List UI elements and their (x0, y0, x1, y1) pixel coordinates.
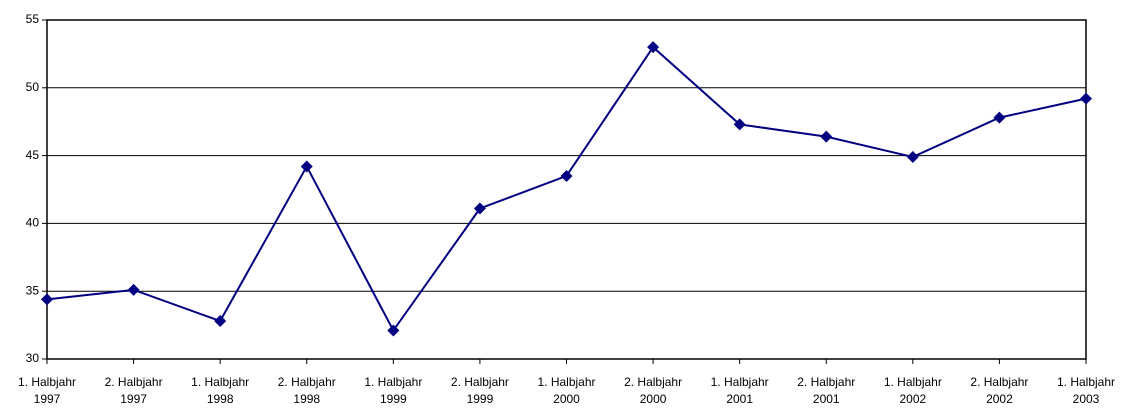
data-point (300, 160, 313, 173)
x-tick-label: 2001 (813, 392, 840, 406)
y-tick-label: 45 (26, 148, 40, 162)
x-tick-label: 2. Halbjahr (797, 375, 855, 389)
x-tick-label: 1. Halbjahr (1057, 375, 1115, 389)
x-tick-label: 1. Halbjahr (711, 375, 769, 389)
x-tick-label: 2002 (986, 392, 1013, 406)
data-point (127, 283, 140, 296)
plot-border (46, 19, 1087, 360)
x-tick-label: 2. Halbjahr (278, 375, 336, 389)
y-tick-label: 30 (26, 351, 40, 365)
x-tick-label: 2. Halbjahr (970, 375, 1028, 389)
y-tick-label: 40 (26, 216, 40, 230)
y-tick-label: 35 (26, 283, 40, 297)
data-point (41, 293, 53, 306)
x-tick-label: 1999 (380, 392, 407, 406)
data-point (1080, 92, 1092, 105)
data-point (993, 111, 1006, 124)
x-tick-label: 2001 (726, 392, 753, 406)
data-point (820, 130, 833, 143)
x-tick-label: 2000 (553, 392, 580, 406)
x-tick-label: 1997 (120, 392, 147, 406)
x-tick-label: 1998 (207, 392, 234, 406)
y-tick-label: 50 (26, 80, 40, 94)
x-tick-label: 1. Halbjahr (191, 375, 249, 389)
x-tick-label: 1999 (467, 392, 494, 406)
x-tick-label: 2000 (640, 392, 667, 406)
data-point (906, 150, 919, 163)
y-tick-label: 55 (26, 12, 40, 26)
data-line (46, 45, 1087, 333)
x-tick-label: 1. Halbjahr (364, 375, 422, 389)
x-tick-label: 2. Halbjahr (105, 375, 163, 389)
x-tick-label: 2. Halbjahr (624, 375, 682, 389)
data-point (214, 315, 227, 328)
x-tick-label: 1. Halbjahr (18, 375, 76, 389)
x-tick-label: 1. Halbjahr (537, 375, 595, 389)
data-point (647, 41, 660, 54)
x-tick-label: 1997 (34, 392, 61, 406)
x-tick-label: 1. Halbjahr (884, 375, 942, 389)
data-point (560, 169, 573, 182)
data-point (733, 118, 746, 131)
data-point (473, 202, 486, 215)
x-tick-label: 2003 (1073, 392, 1100, 406)
x-tick-label: 2. Halbjahr (451, 375, 509, 389)
data-point (387, 324, 400, 337)
x-tick-label: 1998 (293, 392, 320, 406)
x-tick-label: 2002 (899, 392, 926, 406)
